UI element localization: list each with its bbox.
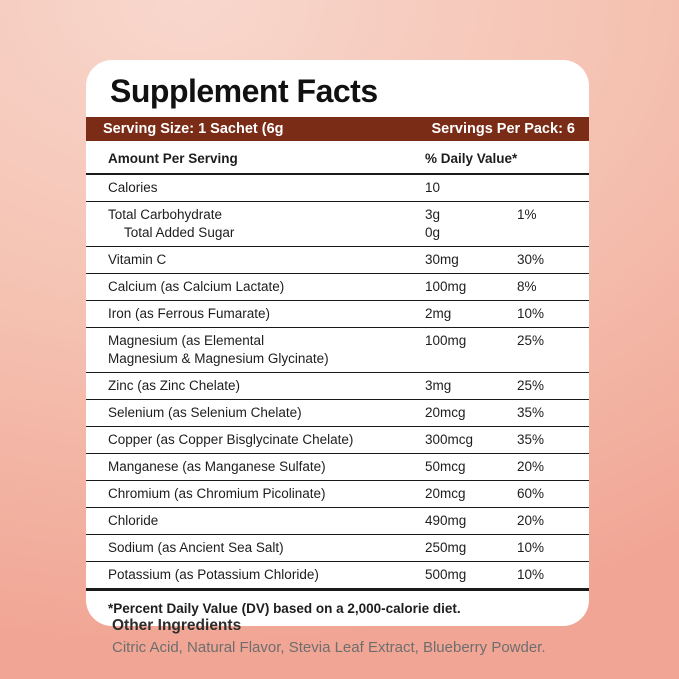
table-header: Amount Per Serving % Daily Value*	[86, 141, 589, 175]
table-row-chloride: Chloride 490mg 20%	[86, 508, 589, 535]
sub-nutrient-name: Total Added Sugar	[124, 225, 235, 240]
daily-value-header: % Daily Value*	[425, 151, 518, 166]
nutrient-amount: 100mg	[425, 279, 467, 294]
nutrient-amount: 500mg	[425, 567, 467, 582]
nutrient-amount: 20mcg	[425, 486, 466, 501]
nutrient-name-line2: Magnesium & Magnesium Glycinate)	[108, 351, 329, 366]
nutrient-dv: 25%	[517, 333, 545, 348]
page-title: Supplement Facts	[110, 73, 378, 109]
nutrient-name: Chromium (as Chromium Picolinate)	[108, 486, 326, 501]
nutrient-name: Manganese (as Manganese Sulfate)	[108, 459, 326, 474]
table-row-chromium: Chromium (as Chromium Picolinate) 20mcg …	[86, 481, 589, 508]
nutrient-amount: 20mcg	[425, 405, 466, 420]
nutrient-name: Vitamin C	[108, 252, 167, 267]
nutrient-amount: 10	[425, 180, 441, 195]
nutrient-name: Total Carbohydrate Total Added Sugar	[108, 206, 425, 242]
nutrient-dv: 25%	[517, 378, 545, 393]
nutrient-dv: 1%	[517, 207, 537, 222]
supplement-facts-card: Supplement Facts Serving Size: 1 Sachet …	[86, 60, 589, 626]
facts-table: Amount Per Serving % Daily Value* Calori…	[86, 141, 589, 626]
nutrient-name: Zinc (as Zinc Chelate)	[108, 378, 241, 393]
nutrient-amount: 250mg	[425, 540, 467, 555]
amount-per-serving-header: Amount Per Serving	[108, 151, 238, 166]
table-row-carbohydrate: Total Carbohydrate Total Added Sugar 3g …	[86, 202, 589, 247]
sub-nutrient-amount: 0g	[425, 225, 441, 240]
table-row-potassium: Potassium (as Potassium Chloride) 500mg …	[86, 562, 589, 591]
nutrient-amount: 50mcg	[425, 459, 466, 474]
table-row-zinc: Zinc (as Zinc Chelate) 3mg 25%	[86, 373, 589, 400]
nutrient-amount: 2mg	[425, 306, 452, 321]
daily-value-footnote: *Percent Daily Value (DV) based on a 2,0…	[108, 601, 461, 616]
nutrient-name: Sodium (as Ancient Sea Salt)	[108, 540, 284, 555]
nutrient-dv: 10%	[517, 540, 545, 555]
table-row-magnesium: Magnesium (as Elemental Magnesium & Magn…	[86, 328, 589, 373]
table-row-calcium: Calcium (as Calcium Lactate) 100mg 8%	[86, 274, 589, 301]
nutrient-name: Potassium (as Potassium Chloride)	[108, 567, 319, 582]
nutrient-dv: 60%	[517, 486, 545, 501]
table-row-selenium: Selenium (as Selenium Chelate) 20mcg 35%	[86, 400, 589, 427]
nutrient-dv: 20%	[517, 513, 545, 528]
nutrient-amount: 490mg	[425, 513, 467, 528]
nutrient-dv: 10%	[517, 306, 545, 321]
table-row-vitamin-c: Vitamin C 30mg 30%	[86, 247, 589, 274]
nutrient-amount: 100mg	[425, 333, 467, 348]
other-ingredients-heading: Other Ingredients	[112, 617, 242, 634]
table-row-manganese: Manganese (as Manganese Sulfate) 50mcg 2…	[86, 454, 589, 481]
servings-per-pack-label: Servings Per Pack: 6	[431, 121, 575, 137]
nutrient-name: Iron (as Ferrous Fumarate)	[108, 306, 271, 321]
nutrient-amount: 3mg	[425, 378, 452, 393]
nutrient-dv: 30%	[517, 252, 545, 267]
nutrient-dv: 20%	[517, 459, 545, 474]
nutrient-name: Calories	[108, 180, 158, 195]
table-row-copper: Copper (as Copper Bisglycinate Chelate) …	[86, 427, 589, 454]
nutrient-name: Magnesium (as Elemental Magnesium & Magn…	[108, 332, 425, 368]
nutrient-name: Selenium (as Selenium Chelate)	[108, 405, 302, 420]
table-row-iron: Iron (as Ferrous Fumarate) 2mg 10%	[86, 301, 589, 328]
table-row-calories: Calories 10	[86, 175, 589, 202]
nutrient-name: Copper (as Copper Bisglycinate Chelate)	[108, 432, 354, 447]
nutrient-name: Calcium (as Calcium Lactate)	[108, 279, 285, 294]
serving-info-bar: Serving Size: 1 Sachet (6g Servings Per …	[86, 117, 589, 141]
table-row-sodium: Sodium (as Ancient Sea Salt) 250mg 10%	[86, 535, 589, 562]
nutrient-amount: 3g 0g	[425, 206, 517, 242]
nutrient-name: Chloride	[108, 513, 159, 528]
serving-size-label: Serving Size: 1 Sachet (6g	[103, 121, 284, 137]
nutrient-dv: 35%	[517, 405, 545, 420]
nutrient-dv: 10%	[517, 567, 545, 582]
other-ingredients-section: Other Ingredients Citric Acid, Natural F…	[112, 617, 592, 656]
other-ingredients-list: Citric Acid, Natural Flavor, Stevia Leaf…	[112, 639, 546, 656]
nutrient-dv: 8%	[517, 279, 537, 294]
nutrient-amount: 300mcg	[425, 432, 474, 447]
nutrient-dv: 35%	[517, 432, 545, 447]
nutrient-amount: 30mg	[425, 252, 459, 267]
